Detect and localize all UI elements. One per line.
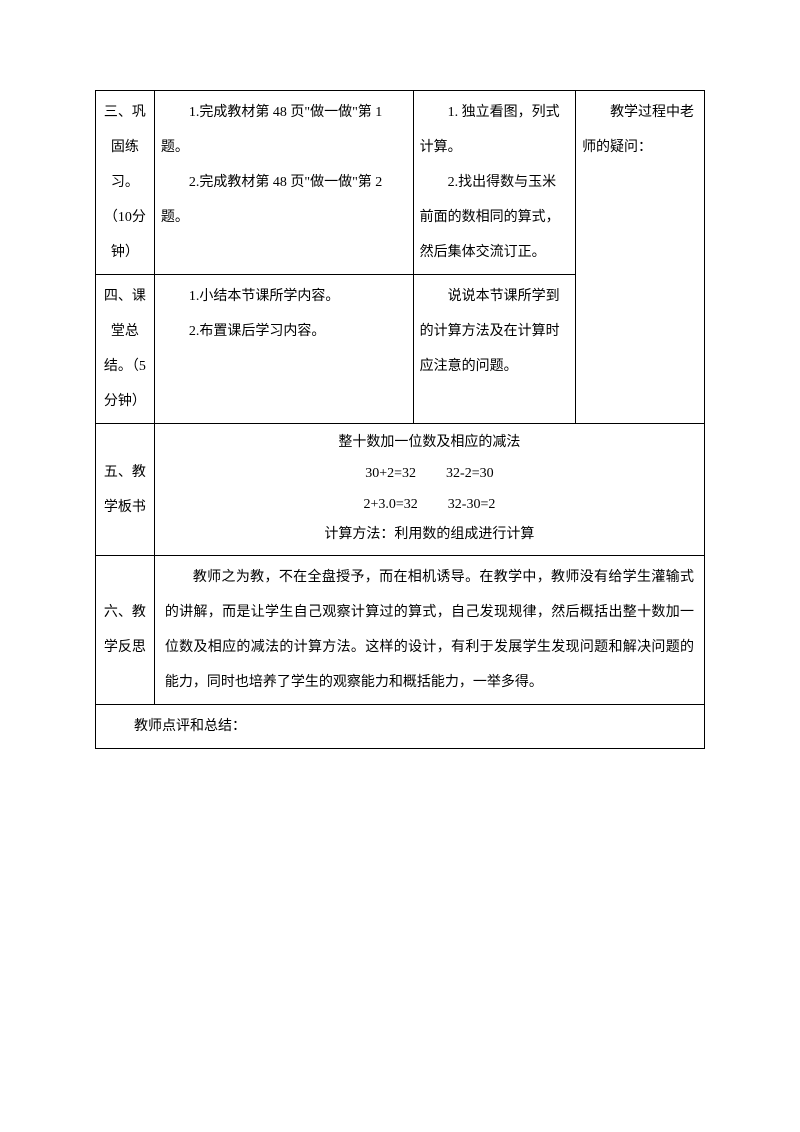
section-3-content: 1.完成教材第 48 页"做一做"第 1 题。 2.完成教材第 48 页"做一做…: [154, 91, 413, 275]
activity-item: 说说本节课所学到的计算方法及在计算时应注意的问题。: [420, 279, 569, 384]
section-5-board: 整十数加一位数及相应的减法 30+2=32 32-2=30 2+3.0=323.0…: [154, 424, 704, 556]
section-4-activity: 说说本节课所学到的计算方法及在计算时应注意的问题。: [413, 275, 575, 424]
label-text: 六、教学反思: [104, 605, 146, 655]
equation: 30+2=32: [365, 466, 416, 481]
equation-row: 2+3.0=323.032-30=2: [165, 490, 694, 521]
review-text: 教师点评和总结：: [106, 709, 694, 744]
lesson-plan-table: 三、巩固练习。（10分钟） 1.完成教材第 48 页"做一做"第 1 题。 2.…: [95, 90, 705, 749]
content-item: 1.完成教材第 48 页"做一做"第 1 题。: [161, 95, 407, 165]
teacher-review: 教师点评和总结：: [96, 705, 705, 749]
section-4-content: 1.小结本节课所学内容。 2.布置课后学习内容。: [154, 275, 413, 424]
section-label-3: 三、巩固练习。（10分钟）: [96, 91, 155, 275]
label-text: 三、巩固练习。（10分钟）: [104, 105, 146, 260]
label-text: 五、教学板书: [104, 465, 146, 515]
activity-item: 1. 独立看图，列式计算。: [420, 95, 569, 165]
method-text: 计算方法：利用数的组成进行计算: [165, 520, 694, 551]
equation-row: 30+2=32 32-2=30: [165, 459, 694, 490]
section-label-4: 四、课堂总结。（5 分钟）: [96, 275, 155, 424]
activity-item: 2.找出得数与玉米前面的数相同的算式，然后集体交流订正。: [420, 165, 569, 270]
note-text: 教学过程中老师的疑问：: [582, 95, 698, 165]
section-label-6: 六、教学反思: [96, 556, 155, 705]
content-item: 2.完成教材第 48 页"做一做"第 2 题。: [161, 165, 407, 235]
label-text: 四、课堂总结。（5 分钟）: [104, 289, 146, 409]
section-label-5: 五、教学板书: [96, 424, 155, 556]
equation: 2+3.0=32: [364, 497, 418, 512]
section-6-reflection: 教师之为教，不在全盘授予，而在相机诱导。在教学中，教师没有给学生灌输式的讲解，而…: [154, 556, 704, 705]
reflection-paragraph: 教师之为教，不在全盘授予，而在相机诱导。在教学中，教师没有给学生灌输式的讲解，而…: [165, 560, 694, 700]
equation: 32-2=30: [446, 466, 494, 481]
equation: 32-30=2: [448, 497, 496, 512]
board-title: 整十数加一位数及相应的减法: [165, 428, 694, 459]
teacher-notes: 教学过程中老师的疑问：: [576, 91, 705, 424]
content-item: 2.布置课后学习内容。: [161, 314, 407, 349]
content-item: 1.小结本节课所学内容。: [161, 279, 407, 314]
section-3-activity: 1. 独立看图，列式计算。 2.找出得数与玉米前面的数相同的算式，然后集体交流订…: [413, 91, 575, 275]
